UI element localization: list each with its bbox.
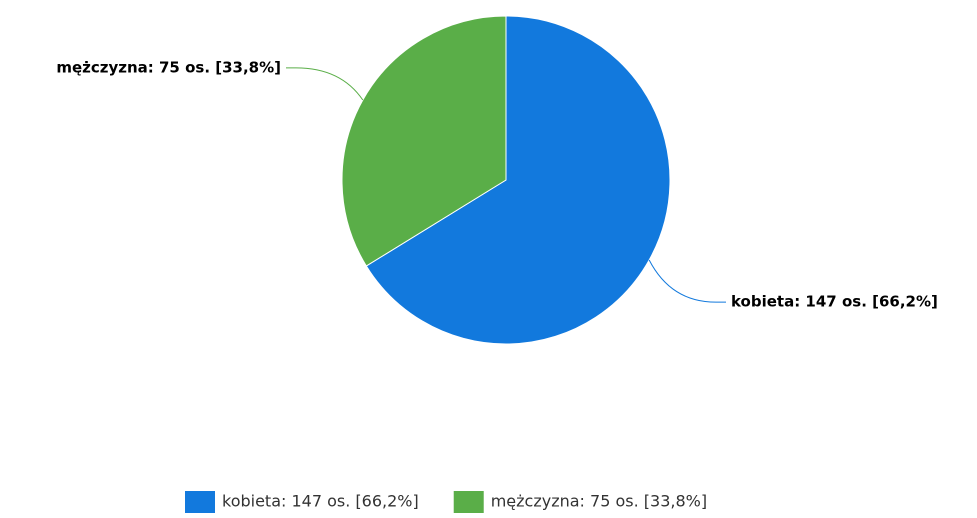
pie-slice xyxy=(341,15,507,267)
connector xyxy=(286,67,364,101)
legend-swatch xyxy=(185,491,215,513)
data-label: kobieta: 147 os. [66,2%] xyxy=(731,293,938,311)
connector xyxy=(648,259,726,303)
legend: kobieta: 147 os. [66,2%] mężczyzna: 75 os… xyxy=(185,491,707,513)
legend-entry: mężczyzna: 75 os. [33,8%] xyxy=(491,492,707,511)
data-label: mężczyzna: 75 os. [33,8%] xyxy=(56,58,281,76)
legend-swatch xyxy=(453,491,484,513)
legend-entry: kobieta: 147 os. [66,2%] xyxy=(222,492,419,511)
